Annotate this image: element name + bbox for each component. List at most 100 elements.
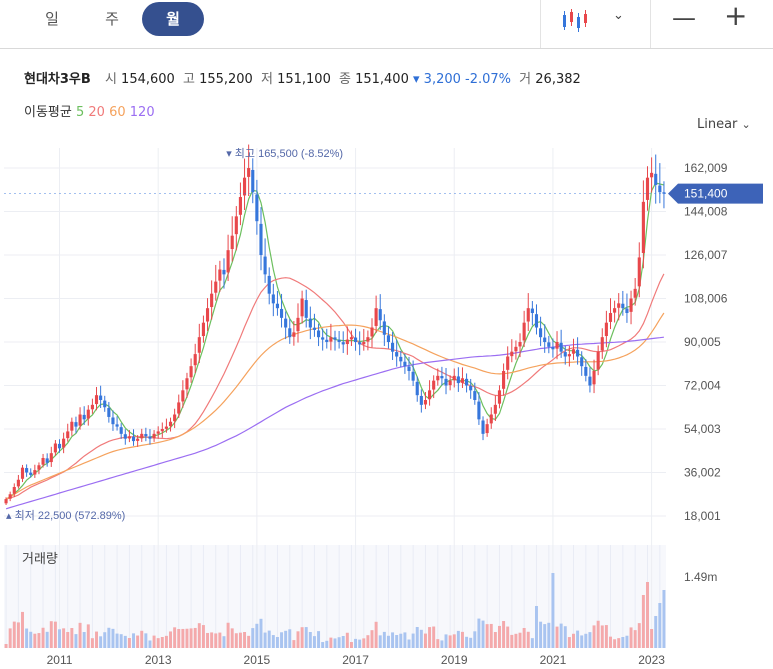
period-toolbar: 일 주 월 ⌄ — + (0, 0, 773, 49)
volume-bar (423, 633, 427, 648)
zoom-in-button[interactable]: + (724, 0, 748, 32)
volume-bar (123, 635, 127, 648)
candle-body (637, 257, 641, 287)
candle-body (259, 223, 263, 256)
volume-bar (267, 630, 271, 648)
open-label: 시 (104, 72, 117, 87)
candle-body (144, 434, 148, 437)
volume-bar (111, 628, 115, 648)
candle-body (349, 337, 354, 340)
volume-bar (518, 632, 522, 648)
candle-body (267, 275, 271, 294)
candle-body (510, 351, 514, 357)
candle-body (493, 404, 497, 414)
volume-bar (399, 633, 403, 648)
volume-bar (247, 635, 251, 648)
volume-bar (407, 639, 411, 648)
candle-body (12, 487, 16, 494)
volume-bar (650, 629, 654, 648)
candle-body (205, 308, 210, 322)
candle-body (210, 293, 214, 308)
moving-average-legend[interactable]: 이동평균 5 20 60 120 (24, 101, 155, 120)
volume-bar (547, 622, 551, 648)
volume-bar (197, 623, 201, 648)
candle-body (567, 354, 571, 357)
candle-body (140, 433, 144, 439)
volume-bar (8, 628, 12, 648)
volume-bar (436, 639, 440, 648)
candle-body (312, 327, 317, 330)
scale-mode-value: Linear (697, 117, 738, 132)
zoom-out-button[interactable]: — (672, 4, 696, 32)
candle-body (82, 414, 86, 420)
volume-bar (193, 627, 197, 648)
volume-bar (502, 621, 506, 648)
toolbar-divider (650, 0, 651, 48)
volume-bar (469, 637, 473, 648)
volume-bar (86, 624, 90, 648)
tab-daily[interactable]: 일 (45, 10, 59, 28)
candle-body (33, 470, 37, 475)
volume-bar (173, 627, 177, 648)
volume-bar (539, 621, 543, 648)
candle-body (584, 366, 588, 376)
volume-bar (107, 627, 111, 648)
candle-body (337, 339, 341, 343)
candle-body (617, 303, 621, 308)
volume-bar (263, 632, 267, 648)
candle-body (571, 349, 576, 354)
change-down-icon: ▾ (413, 72, 420, 87)
candle-body (600, 337, 604, 351)
candle-body (543, 337, 547, 343)
toolbar-divider (540, 0, 541, 48)
volume-bar (201, 625, 205, 648)
volume-bar (386, 635, 390, 648)
candle-body (580, 357, 584, 367)
candle-body (57, 443, 62, 449)
close-value: 151,400 (355, 72, 409, 87)
candle-body (608, 313, 613, 322)
volume-bar (444, 634, 448, 648)
volume-bar (12, 621, 16, 648)
min-price-annotation: ▴ 최저 22,500 (572.89%) (6, 509, 125, 522)
candle-body (485, 424, 489, 434)
candle-body (621, 303, 625, 309)
volume-bar (58, 629, 61, 648)
candle-body (473, 391, 477, 401)
volume-bar (152, 635, 156, 648)
candle-body (358, 342, 362, 345)
y-tick-label: 90,005 (684, 335, 721, 349)
change-percent: -2.07% (465, 72, 512, 87)
volume-bar (559, 623, 563, 648)
x-tick-label: 2023 (638, 653, 665, 667)
volume-bar (103, 632, 107, 648)
candlestick-icon[interactable] (560, 6, 592, 34)
volume-bar (493, 632, 497, 648)
candle-body (103, 400, 107, 408)
candle-body (662, 192, 666, 194)
candle-body (226, 250, 230, 273)
candle-body (321, 337, 325, 340)
candle-body (551, 347, 555, 350)
candle-body (460, 378, 465, 383)
candle-body (275, 303, 279, 309)
candle-body (16, 479, 20, 487)
x-tick-label: 2013 (145, 653, 172, 667)
volume-bar (288, 629, 292, 648)
volume-bar (658, 603, 662, 648)
candle-body (304, 300, 308, 318)
tab-weekly[interactable]: 주 (105, 10, 119, 28)
volume-bar (177, 629, 181, 648)
scale-mode-select[interactable]: Linear ⌄ (697, 117, 751, 132)
candle-body (555, 342, 559, 349)
volume-bar (70, 628, 74, 648)
tab-monthly[interactable]: 월 (142, 2, 204, 36)
candle-body (374, 308, 378, 326)
volume-bar (148, 640, 152, 648)
chevron-down-icon[interactable]: ⌄ (613, 8, 624, 23)
volume-bar (341, 636, 345, 648)
volume-bar (526, 631, 530, 648)
volume-bar (296, 631, 300, 648)
candle-body (238, 197, 242, 215)
